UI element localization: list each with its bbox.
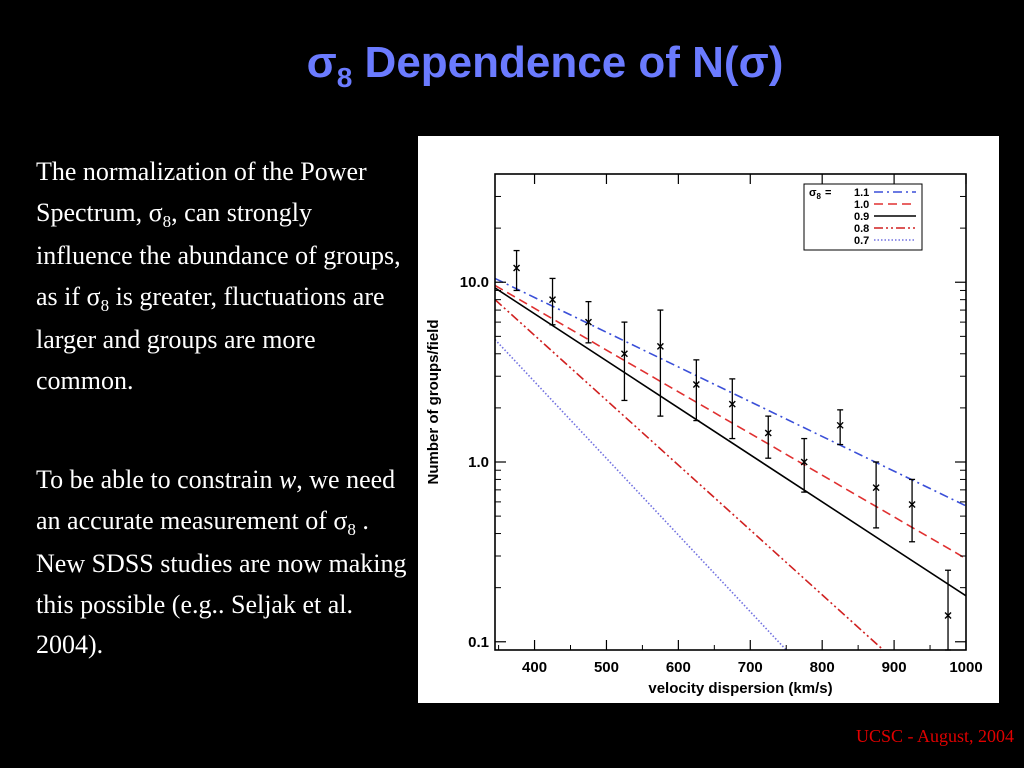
point-marker	[872, 484, 880, 492]
legend-box	[803, 183, 923, 251]
x-tick-label: 500	[594, 659, 619, 676]
chart: 400 500 600 700 800 900 1000 0.1 1.0 10.0 velocit…	[425, 173, 983, 697]
y-tick-label: 0.1	[468, 634, 489, 651]
data-point	[656, 309, 664, 417]
paragraph-normalization: The normalization of the Power Spectrum,…	[36, 157, 401, 395]
point-marker	[944, 612, 952, 619]
x-tick-label: 1000	[949, 659, 982, 676]
x-axis-label: velocity dispersion (km/s)	[648, 680, 832, 697]
series-line-sigma8-0-8	[495, 299, 884, 650]
point-marker	[620, 350, 628, 358]
point-marker	[764, 429, 772, 437]
point-marker	[584, 318, 592, 326]
x-tick-label: 700	[738, 659, 763, 676]
data-point	[944, 569, 952, 651]
point-marker	[728, 400, 736, 408]
series-line-sigma8-1-1	[495, 277, 966, 507]
data-point	[764, 415, 772, 459]
y-tick-label: 10.0	[460, 274, 489, 291]
x-tick-label: 900	[882, 659, 907, 676]
legend-label: 0.8	[854, 223, 869, 235]
y-tick-label: 1.0	[468, 454, 489, 471]
point-marker	[836, 421, 844, 429]
data-point	[800, 437, 808, 493]
point-marker	[908, 501, 916, 509]
point-marker	[549, 296, 557, 304]
chart-panel: 400 500 600 700 800 900 1000 0.1 1.0 10.0 velocit…	[418, 136, 999, 703]
point-marker	[656, 342, 664, 350]
data-point	[620, 321, 628, 402]
plot-frame	[494, 173, 967, 651]
legend-label: 1.1	[854, 187, 869, 199]
x-tick-label: 400	[522, 659, 547, 676]
data-point	[692, 359, 700, 422]
legend-label: 1.0	[854, 199, 869, 211]
point-marker	[800, 458, 808, 466]
x-tick-label: 600	[666, 659, 691, 676]
data-point	[513, 249, 521, 292]
series-line-sigma8-0-9	[495, 287, 966, 597]
paragraph-constraint: To be able to constrain w, we need an ac…	[36, 465, 407, 659]
x-tick-label: 800	[810, 659, 835, 676]
y-axis-label: Number of groups/field	[425, 320, 442, 485]
legend: σ8 = 1.11.00.90.80.7	[803, 183, 923, 251]
data-point	[836, 409, 844, 446]
title-subscript: 8	[336, 62, 353, 93]
point-marker	[513, 264, 521, 272]
legend-label: 0.9	[854, 211, 869, 223]
point-marker	[692, 380, 700, 388]
data-point	[908, 478, 916, 543]
data-point	[584, 300, 592, 344]
footer-credit: UCSC - August, 2004	[855, 726, 1014, 746]
legend-header: σ8 =	[809, 187, 831, 201]
data-point	[549, 277, 557, 326]
series-line-sigma8-0-7	[495, 338, 787, 650]
slide-title: σ8 Dependence of N(σ)	[306, 38, 784, 93]
data-point	[872, 461, 880, 529]
series-line-sigma8-1-0	[495, 284, 966, 560]
data-point	[728, 378, 736, 440]
legend-label: 0.7	[854, 235, 869, 247]
